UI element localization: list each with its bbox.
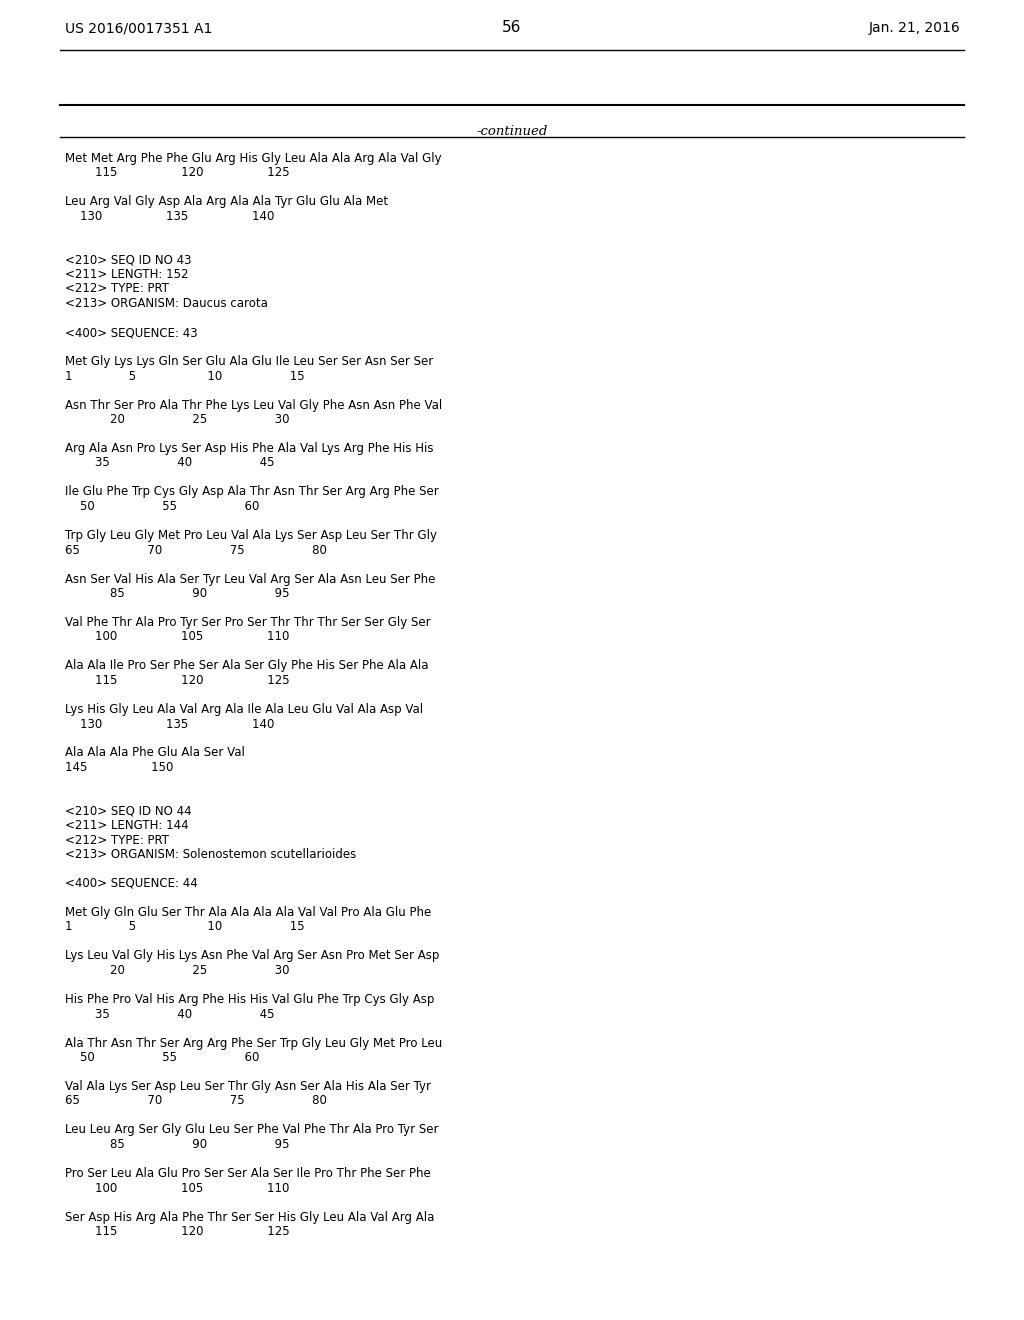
Text: 115                 120                 125: 115 120 125 [65,166,290,180]
Text: 65                  70                  75                  80: 65 70 75 80 [65,544,327,557]
Text: 130                 135                 140: 130 135 140 [65,718,274,730]
Text: <212> TYPE: PRT: <212> TYPE: PRT [65,833,169,846]
Text: Ala Ala Ile Pro Ser Phe Ser Ala Ser Gly Phe His Ser Phe Ala Ala: Ala Ala Ile Pro Ser Phe Ser Ala Ser Gly … [65,660,428,672]
Text: Leu Leu Arg Ser Gly Glu Leu Ser Phe Val Phe Thr Ala Pro Tyr Ser: Leu Leu Arg Ser Gly Glu Leu Ser Phe Val … [65,1123,438,1137]
Text: 35                  40                  45: 35 40 45 [65,1007,274,1020]
Text: <213> ORGANISM: Solenostemon scutellarioides: <213> ORGANISM: Solenostemon scutellario… [65,847,356,861]
Text: <211> LENGTH: 144: <211> LENGTH: 144 [65,818,188,832]
Text: Ser Asp His Arg Ala Phe Thr Ser Ser His Gly Leu Ala Val Arg Ala: Ser Asp His Arg Ala Phe Thr Ser Ser His … [65,1210,434,1224]
Text: Ile Glu Phe Trp Cys Gly Asp Ala Thr Asn Thr Ser Arg Arg Phe Ser: Ile Glu Phe Trp Cys Gly Asp Ala Thr Asn … [65,486,438,499]
Text: 56: 56 [503,20,521,36]
Text: 130                 135                 140: 130 135 140 [65,210,274,223]
Text: 100                 105                 110: 100 105 110 [65,631,290,644]
Text: Lys Leu Val Gly His Lys Asn Phe Val Arg Ser Asn Pro Met Ser Asp: Lys Leu Val Gly His Lys Asn Phe Val Arg … [65,949,439,962]
Text: <400> SEQUENCE: 44: <400> SEQUENCE: 44 [65,876,198,890]
Text: Pro Ser Leu Ala Glu Pro Ser Ser Ala Ser Ile Pro Thr Phe Ser Phe: Pro Ser Leu Ala Glu Pro Ser Ser Ala Ser … [65,1167,431,1180]
Text: Met Gly Gln Glu Ser Thr Ala Ala Ala Ala Val Val Pro Ala Glu Phe: Met Gly Gln Glu Ser Thr Ala Ala Ala Ala … [65,906,431,919]
Text: 1               5                   10                  15: 1 5 10 15 [65,370,304,383]
Text: 145                 150: 145 150 [65,762,173,774]
Text: His Phe Pro Val His Arg Phe His His Val Glu Phe Trp Cys Gly Asp: His Phe Pro Val His Arg Phe His His Val … [65,993,434,1006]
Text: <211> LENGTH: 152: <211> LENGTH: 152 [65,268,188,281]
Text: Met Met Arg Phe Phe Glu Arg His Gly Leu Ala Ala Arg Ala Val Gly: Met Met Arg Phe Phe Glu Arg His Gly Leu … [65,152,441,165]
Text: Ala Ala Ala Phe Glu Ala Ser Val: Ala Ala Ala Phe Glu Ala Ser Val [65,747,245,759]
Text: Jan. 21, 2016: Jan. 21, 2016 [868,21,961,36]
Text: 1               5                   10                  15: 1 5 10 15 [65,920,304,933]
Text: <400> SEQUENCE: 43: <400> SEQUENCE: 43 [65,326,198,339]
Text: Val Ala Lys Ser Asp Leu Ser Thr Gly Asn Ser Ala His Ala Ser Tyr: Val Ala Lys Ser Asp Leu Ser Thr Gly Asn … [65,1080,431,1093]
Text: 50                  55                  60: 50 55 60 [65,1051,259,1064]
Text: 85                  90                  95: 85 90 95 [65,587,290,601]
Text: US 2016/0017351 A1: US 2016/0017351 A1 [65,21,212,36]
Text: Trp Gly Leu Gly Met Pro Leu Val Ala Lys Ser Asp Leu Ser Thr Gly: Trp Gly Leu Gly Met Pro Leu Val Ala Lys … [65,529,437,543]
Text: Leu Arg Val Gly Asp Ala Arg Ala Ala Tyr Glu Glu Ala Met: Leu Arg Val Gly Asp Ala Arg Ala Ala Tyr … [65,195,388,209]
Text: 85                  90                  95: 85 90 95 [65,1138,290,1151]
Text: Asn Ser Val His Ala Ser Tyr Leu Val Arg Ser Ala Asn Leu Ser Phe: Asn Ser Val His Ala Ser Tyr Leu Val Arg … [65,573,435,586]
Text: Val Phe Thr Ala Pro Tyr Ser Pro Ser Thr Thr Thr Ser Ser Gly Ser: Val Phe Thr Ala Pro Tyr Ser Pro Ser Thr … [65,616,431,630]
Text: Arg Ala Asn Pro Lys Ser Asp His Phe Ala Val Lys Arg Phe His His: Arg Ala Asn Pro Lys Ser Asp His Phe Ala … [65,442,433,455]
Text: Ala Thr Asn Thr Ser Arg Arg Phe Ser Trp Gly Leu Gly Met Pro Leu: Ala Thr Asn Thr Ser Arg Arg Phe Ser Trp … [65,1036,442,1049]
Text: 100                 105                 110: 100 105 110 [65,1181,290,1195]
Text: <212> TYPE: PRT: <212> TYPE: PRT [65,282,169,296]
Text: Met Gly Lys Lys Gln Ser Glu Ala Glu Ile Leu Ser Ser Asn Ser Ser: Met Gly Lys Lys Gln Ser Glu Ala Glu Ile … [65,355,433,368]
Text: 115                 120                 125: 115 120 125 [65,1225,290,1238]
Text: 35                  40                  45: 35 40 45 [65,457,274,470]
Text: 20                  25                  30: 20 25 30 [65,413,290,426]
Text: Lys His Gly Leu Ala Val Arg Ala Ile Ala Leu Glu Val Ala Asp Val: Lys His Gly Leu Ala Val Arg Ala Ile Ala … [65,704,423,715]
Text: 50                  55                  60: 50 55 60 [65,500,259,513]
Text: <213> ORGANISM: Daucus carota: <213> ORGANISM: Daucus carota [65,297,268,310]
Text: Asn Thr Ser Pro Ala Thr Phe Lys Leu Val Gly Phe Asn Asn Phe Val: Asn Thr Ser Pro Ala Thr Phe Lys Leu Val … [65,399,442,412]
Text: 20                  25                  30: 20 25 30 [65,964,290,977]
Text: 115                 120                 125: 115 120 125 [65,675,290,686]
Text: -continued: -continued [476,125,548,139]
Text: 65                  70                  75                  80: 65 70 75 80 [65,1094,327,1107]
Text: <210> SEQ ID NO 43: <210> SEQ ID NO 43 [65,253,191,267]
Text: <210> SEQ ID NO 44: <210> SEQ ID NO 44 [65,804,191,817]
